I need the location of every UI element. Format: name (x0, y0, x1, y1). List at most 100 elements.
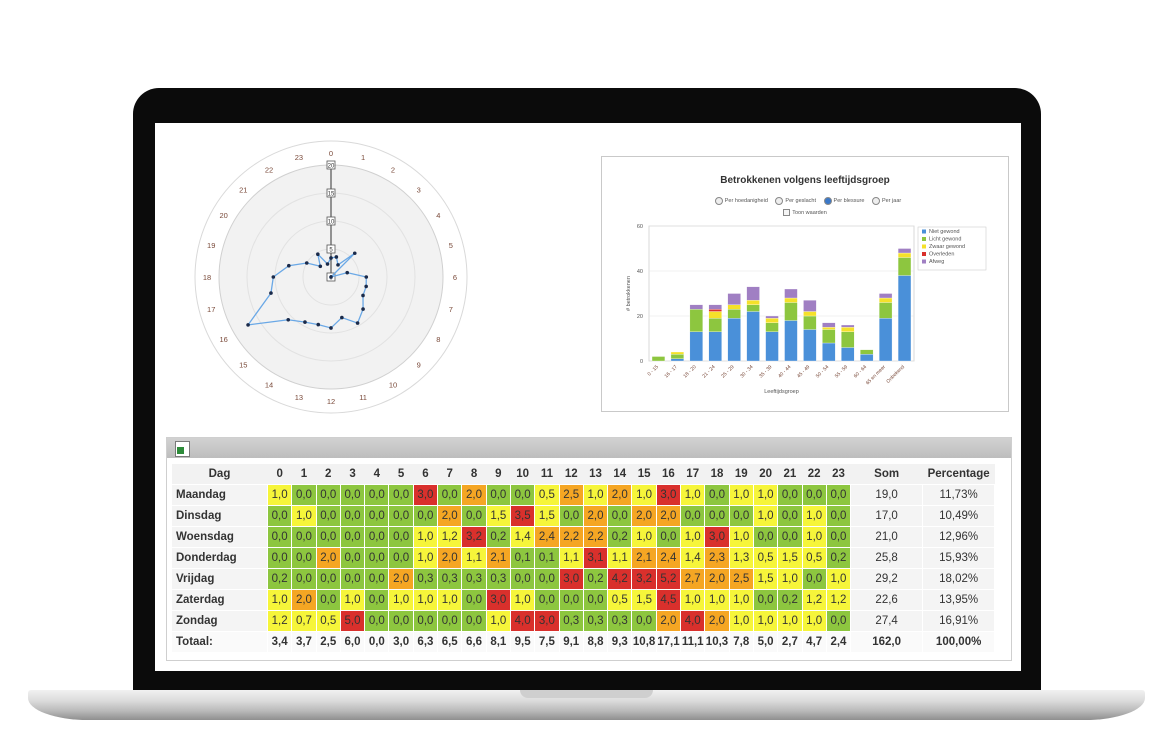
option-per-jaar[interactable]: Per jaar (866, 197, 901, 205)
heat-cell: 1,0 (266, 484, 293, 506)
heat-cell: 0,0 (534, 568, 560, 590)
heat-cell: 0,0 (558, 589, 584, 611)
column-header[interactable]: 6 (413, 464, 438, 485)
column-header[interactable]: 7 (437, 464, 462, 485)
heat-cell: 0,1 (509, 547, 536, 569)
radar-point (271, 275, 276, 279)
heat-cell: 0,5 (752, 547, 779, 569)
radar-point (287, 263, 291, 268)
column-header[interactable]: 9 (486, 464, 511, 485)
heat-cell: 2,0 (704, 568, 730, 590)
heat-cell: 1,0 (582, 484, 609, 506)
radar-tick-box (326, 160, 336, 170)
radar-point (246, 323, 250, 327)
radar-chart: 0123456789101112131415161718192021222305… (194, 140, 468, 414)
heat-cell: 0,3 (437, 568, 463, 590)
bar-segment (784, 302, 798, 321)
radar-hour-label: 2 (391, 166, 395, 175)
x-tick-label: 21 - 24 (701, 364, 716, 379)
y-axis-label: # betrokkenen (626, 276, 632, 311)
heat-cell: 1,0 (825, 568, 852, 590)
bar-segment (841, 327, 855, 332)
toon-waarden-checkbox[interactable]: Toon waarden (602, 209, 1008, 216)
heat-cell: 0,0 (534, 589, 560, 611)
column-header[interactable]: 22 (802, 464, 827, 485)
column-header[interactable]: 15 (631, 464, 657, 485)
heat-cell: 3,0 (558, 568, 584, 590)
radar-hour-label: 14 (265, 380, 273, 389)
column-header[interactable]: 4 (364, 464, 389, 485)
bar-segment (708, 304, 722, 310)
heat-cell: 2,7 (680, 568, 706, 590)
column-header[interactable]: 23 (826, 464, 851, 485)
bar-segment (822, 342, 836, 362)
heat-cell: 1,0 (728, 526, 754, 548)
column-header[interactable]: 21 (777, 464, 803, 485)
total-cell: 3,0 (388, 631, 414, 653)
checkbox-label: Toon waarden (792, 209, 827, 216)
column-header[interactable]: 19 (729, 464, 754, 485)
heat-cell: 0,0 (291, 547, 317, 569)
heat-cell: 0,5 (534, 484, 560, 506)
heat-cell: 0,3 (558, 610, 584, 632)
option-per-geslacht[interactable]: Per geslacht (769, 197, 816, 205)
column-header[interactable]: 14 (607, 464, 632, 485)
heat-cell: 3,5 (509, 505, 536, 527)
total-cell: 6,0 (339, 631, 366, 653)
column-header[interactable]: Dag (171, 464, 268, 485)
column-header[interactable]: 10 (510, 464, 535, 485)
radar-point (286, 317, 291, 322)
column-header[interactable]: Som (850, 464, 923, 485)
column-header[interactable]: 16 (656, 464, 681, 485)
heat-cell: 1,0 (704, 589, 730, 611)
total-cell: 10,8 (631, 631, 657, 653)
bar-segment (746, 311, 760, 362)
heat-cell: 0,0 (388, 505, 414, 527)
excel-export-icon[interactable] (175, 441, 190, 457)
heat-cell: 0,3 (485, 568, 511, 590)
row-sum: 29,2 (850, 568, 924, 590)
heat-cell: 2,0 (655, 505, 682, 527)
heat-cell: 0,2 (582, 568, 609, 590)
total-cell: 6,3 (412, 631, 439, 653)
column-header[interactable]: 17 (680, 464, 705, 485)
column-header[interactable]: 12 (559, 464, 584, 485)
day-label: Dinsdag (171, 505, 268, 527)
column-header[interactable]: 13 (583, 464, 608, 485)
radar-hour-label: 5 (449, 241, 453, 250)
heat-cell: 0,0 (461, 505, 487, 527)
radar-hour-label: 10 (389, 380, 397, 389)
column-header[interactable]: 8 (461, 464, 487, 485)
radar-point (316, 322, 321, 327)
column-header[interactable]: 3 (340, 464, 365, 485)
option-per-blessure[interactable]: Per blessure (818, 197, 864, 205)
legend-label: Licht gewond (929, 237, 961, 243)
radar-hour-label: 12 (327, 397, 335, 406)
column-header[interactable]: 2 (316, 464, 341, 485)
column-header[interactable]: 5 (388, 464, 414, 485)
column-header[interactable]: 1 (291, 464, 317, 485)
column-header[interactable]: 0 (267, 464, 292, 485)
total-cell: 9,1 (558, 631, 584, 653)
x-tick-label: 60 - 64 (853, 364, 868, 379)
option-per-hoedanigheid[interactable]: Per hoedanigheid (709, 197, 768, 205)
heat-cell: 1,2 (801, 589, 827, 611)
heat-cell: 0,0 (485, 484, 511, 506)
radar-point (334, 255, 339, 259)
radar-hour-label: 21 (239, 185, 247, 194)
bar-segment (765, 322, 779, 332)
column-header[interactable]: 11 (534, 464, 560, 485)
heat-cell: 0,5 (801, 547, 827, 569)
heat-cell: 2,0 (704, 610, 730, 632)
radar-point (318, 264, 323, 269)
total-cell: 7,5 (534, 631, 560, 653)
day-label: Zaterdag (171, 589, 268, 611)
heat-cell: 1,0 (777, 568, 803, 590)
column-header[interactable]: Percentage (922, 464, 995, 485)
heat-cell: 0,0 (558, 505, 584, 527)
radar-tick-box (326, 244, 336, 254)
column-header[interactable]: 20 (753, 464, 778, 485)
column-header[interactable]: 18 (704, 464, 730, 485)
heat-cell: 2,0 (461, 484, 487, 506)
